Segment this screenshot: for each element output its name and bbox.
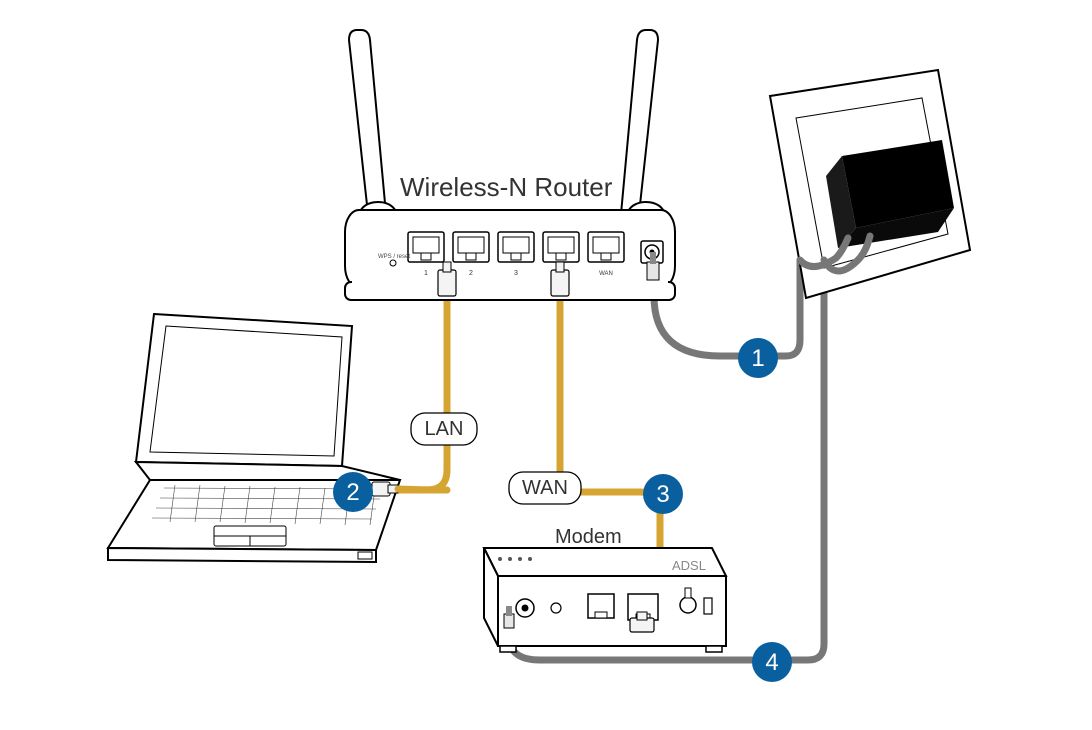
laptop <box>108 314 400 562</box>
svg-text:WAN: WAN <box>599 271 613 277</box>
svg-text:3: 3 <box>656 481 669 508</box>
svg-text:1: 1 <box>751 345 764 372</box>
router-port <box>498 232 534 262</box>
lan-label-box: LAN <box>411 413 477 445</box>
svg-text:LAN: LAN <box>425 418 464 440</box>
step-badge-4: 4 <box>752 642 792 682</box>
svg-text:2: 2 <box>469 270 473 277</box>
step-badge-1: 1 <box>738 338 778 378</box>
router-wps-label: WPS / reset <box>378 254 410 260</box>
svg-text:1: 1 <box>424 270 428 277</box>
modem-label: Modem <box>555 526 622 548</box>
router-port <box>453 232 489 262</box>
step-badge-2: 2 <box>333 472 373 512</box>
wall-outlet <box>770 70 970 298</box>
router: WPS / reset 1 2 3 4 WAN <box>345 30 675 300</box>
lan-cable <box>373 296 447 490</box>
router-port <box>408 232 444 262</box>
step-badge-3: 3 <box>643 474 683 514</box>
power-router <box>654 260 800 356</box>
svg-text:WAN: WAN <box>522 477 568 499</box>
router-port <box>588 232 624 262</box>
router-port <box>543 232 579 262</box>
wan-label-box: WAN <box>509 472 581 504</box>
network-diagram: WPS / reset 1 2 3 4 WAN <box>0 0 1092 730</box>
modem-brand: ADSL <box>672 558 706 573</box>
modem: ADSL <box>484 548 726 652</box>
svg-text:3: 3 <box>514 270 518 277</box>
svg-text:2: 2 <box>346 479 359 506</box>
svg-text:4: 4 <box>765 649 778 676</box>
router-title: Wireless-N Router <box>400 172 613 202</box>
